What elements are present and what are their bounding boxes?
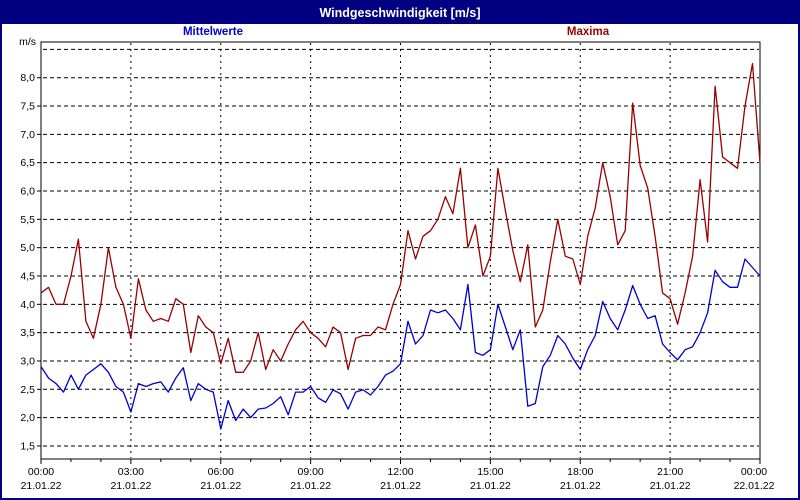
plot-border: [40, 41, 761, 460]
x-axis-time-label: 06:00: [208, 466, 234, 478]
x-axis-time-label: 00:00: [741, 466, 767, 478]
x-axis-time-label: 21:00: [657, 466, 683, 478]
y-axis-unit-label: m/s: [19, 36, 36, 48]
y-axis-label: 7,0: [20, 129, 35, 141]
y-axis-label: 1,5: [20, 440, 35, 452]
x-axis-date-label: 21.01.22: [21, 480, 62, 492]
x-axis-date-label: 21.01.22: [380, 480, 421, 492]
x-axis-time-label: 12:00: [387, 466, 413, 478]
legend-label-mittelwerte: Mittelwerte: [182, 26, 244, 38]
x-axis-date-label: 21.01.22: [470, 480, 511, 492]
y-axis-label: 7,5: [20, 101, 35, 113]
x-axis-time-label: 00:00: [28, 466, 54, 478]
y-axis-label: 3,5: [20, 327, 35, 339]
y-axis-label: 5,0: [20, 242, 35, 254]
y-axis-label: 3,0: [20, 355, 35, 367]
y-axis-label: 2,0: [20, 412, 35, 424]
x-axis-date-label: 21.01.22: [560, 480, 601, 492]
window-title: Windgeschwindigkeit [m/s]: [319, 6, 481, 20]
legend-label-maxima: Maxima: [566, 26, 610, 38]
y-axis-label: 6,5: [20, 157, 35, 169]
maxima-line: [40, 62, 761, 373]
x-axis-date-label: 21.01.22: [650, 480, 691, 492]
y-axis-label: 4,5: [20, 270, 35, 282]
y-axis-label: 8,0: [20, 72, 35, 84]
x-axis-date-label: 22.01.22: [734, 480, 775, 492]
window-title-bar: Windgeschwindigkeit [m/s]: [2, 2, 798, 24]
y-axis-label: 6,0: [20, 186, 35, 198]
y-axis-label: 4,0: [20, 299, 35, 311]
x-axis-time-label: 18:00: [567, 466, 593, 478]
x-axis-time-label: 03:00: [118, 466, 144, 478]
y-axis-label: 5,5: [20, 214, 35, 226]
x-axis-time-label: 09:00: [297, 466, 323, 478]
y-axis-label: 2,5: [20, 384, 35, 396]
x-axis-date-label: 21.01.22: [200, 480, 241, 492]
x-axis-date-label: 21.01.22: [290, 480, 331, 492]
mittelwerte-line: [40, 258, 761, 430]
x-axis-time-label: 15:00: [477, 466, 503, 478]
x-axis-date-label: 21.01.22: [110, 480, 151, 492]
